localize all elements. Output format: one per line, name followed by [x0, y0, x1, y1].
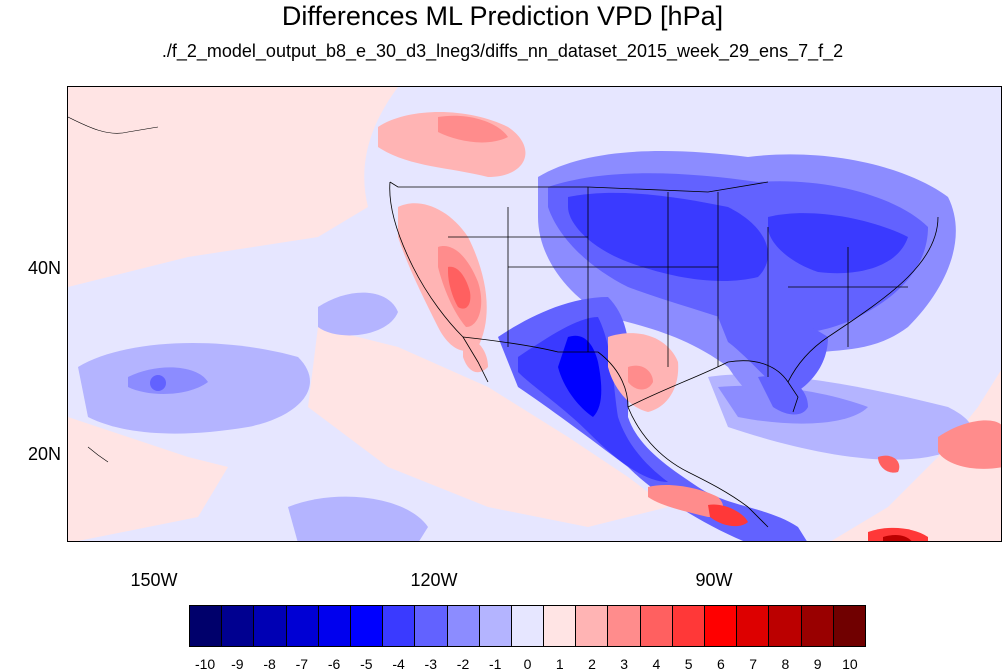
field-atlantic-red [938, 420, 1001, 469]
field-caribbean-red [878, 455, 900, 473]
lat-tick-label-20n: 20N [28, 444, 62, 464]
colorbar-tick-label: -10 [194, 656, 216, 672]
field-pacific-blue-core [150, 375, 166, 391]
field-texas-red [628, 365, 653, 390]
field-atlantic-pink [831, 370, 1001, 541]
colorbar-swatch [479, 606, 512, 646]
field-tropical-pink [308, 327, 668, 527]
colorbar-tick-label: -2 [456, 656, 470, 672]
coastlines-borders [68, 116, 939, 528]
lon-tick-label-120w: 120W [410, 570, 458, 590]
map-panel [67, 86, 1002, 542]
colorbar-swatch [705, 606, 738, 646]
colorbar-swatch [447, 606, 480, 646]
page-title: Differences ML Prediction VPD [hPa] [281, 1, 724, 31]
field-pacific-blue-3 [288, 496, 428, 541]
colorbar-swatch [769, 606, 802, 646]
colorbar-tick-label: -9 [231, 656, 244, 672]
colorbar-tick-label: -6 [327, 656, 341, 672]
field-guatemala-red [708, 504, 748, 527]
colorbar-swatch [222, 606, 255, 646]
colorbar-swatch [544, 606, 577, 646]
colorbar-swatch [672, 606, 705, 646]
field-great-lakes-blue [768, 213, 908, 274]
colorbar-swatch [801, 606, 834, 646]
colorbar-swatch [350, 606, 384, 646]
colorbar-swatch [318, 606, 351, 646]
colorbar-tick-label: 7 [749, 656, 758, 672]
colorbar-swatch [608, 606, 641, 646]
colorbar-swatch [576, 606, 609, 646]
field-baja-pink [463, 337, 488, 373]
colorbar-tick-label: 5 [684, 656, 693, 672]
field-southeast-blue [718, 313, 828, 397]
colorbar-tick-label: 6 [717, 656, 725, 672]
map-canvas [68, 87, 1001, 541]
colorbar-tick-label: -4 [392, 656, 405, 672]
colorbar-swatch [511, 606, 545, 646]
colorbar-swatch [286, 606, 319, 646]
field-sw-mexico-core [558, 335, 602, 417]
colorbar-tick-label: -3 [424, 656, 437, 672]
colorbar-tick-label: 0 [523, 656, 532, 672]
colorbar-swatch [254, 606, 287, 646]
colorbar [189, 605, 866, 647]
lon-tick-label-150w: 150W [130, 570, 178, 590]
field-arizona-red [448, 266, 471, 309]
field-pacific-blue-4 [128, 367, 208, 394]
lat-tick-label-40n: 40N [28, 258, 62, 278]
colorbar-tick-label: -5 [360, 656, 373, 672]
colorbar-tick-label: 3 [620, 656, 629, 672]
field-venezuela-dark-red [883, 535, 912, 541]
colorbar-swatch [190, 606, 223, 646]
colorbar-tick-label: -8 [263, 656, 276, 672]
colorbar-swatch [415, 606, 448, 646]
colorbar-swatch [640, 606, 673, 646]
field-central-america-red [648, 485, 724, 517]
colorbar-tick-label: -1 [489, 656, 502, 672]
colorbar-swatch [833, 606, 865, 646]
colorbar-tick-label: 8 [781, 656, 790, 672]
field-pnw-pink-core [438, 115, 508, 143]
colorbar-tick-label: 4 [652, 656, 661, 672]
colorbar-tick-label: 9 [813, 656, 822, 672]
colorbar-tick-label: 1 [555, 656, 564, 672]
colorbar-tick-label: 10 [842, 656, 858, 672]
lon-tick-label-90w: 90W [695, 570, 733, 590]
field-pacific-pink-south [68, 417, 228, 541]
field-pacific-pink [68, 87, 398, 287]
page-subtitle: ./f_2_model_output_b8_e_30_d3_lneg3/diff… [161, 41, 844, 61]
colorbar-swatch [737, 606, 770, 646]
colorbar-tick-label: 2 [588, 656, 596, 672]
colorbar-swatch [383, 606, 416, 646]
colorbar-tick-label: -7 [295, 656, 309, 672]
field-pacific-blue-2 [318, 292, 398, 336]
